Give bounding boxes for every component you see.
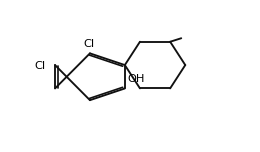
Text: Cl: Cl [83,39,94,49]
Text: OH: OH [128,74,145,84]
Text: Cl: Cl [34,61,45,71]
